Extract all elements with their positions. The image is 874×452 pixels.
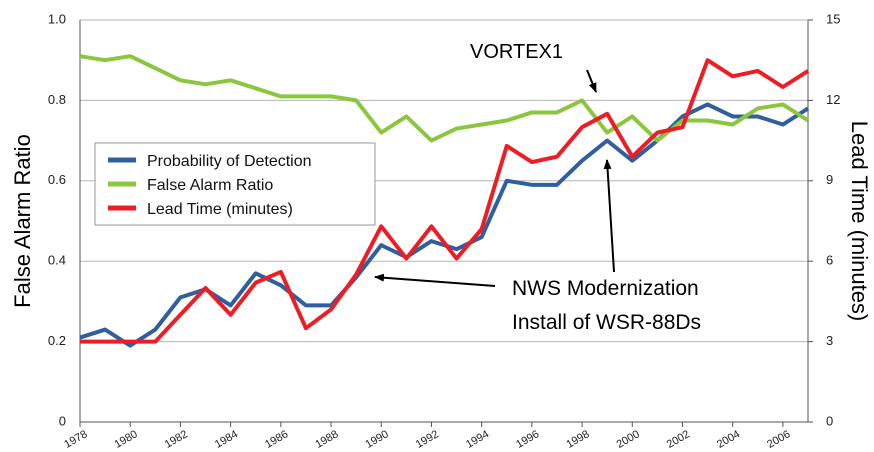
y-tick-label: 0.6 (48, 172, 66, 187)
y2-tick-label: 15 (826, 11, 840, 26)
annotation: Install of WSR-88Ds (512, 311, 701, 334)
x-tick-label: 1990 (364, 428, 391, 451)
y-tick-label: 1.0 (48, 11, 66, 26)
line-series (80, 58, 810, 344)
arrow (374, 273, 496, 287)
legend-label: False Alarm Ratio (147, 177, 273, 194)
x-tick-label: 1988 (313, 428, 340, 451)
y2-tick-label: 9 (826, 172, 833, 187)
arrow (586, 69, 597, 93)
legend: Probability of Detection False Alarm Rati… (94, 142, 376, 226)
x-tick-label: 1998 (564, 428, 591, 451)
x-tick-label: 1996 (514, 428, 541, 451)
y2-tick-label: 3 (826, 333, 833, 348)
x-tick-label: 1978 (62, 428, 89, 451)
y-tick-label: 0 (59, 413, 66, 428)
arrow (603, 159, 615, 273)
y-tick-label: 0.2 (48, 333, 66, 348)
y-tick-label: 0.4 (48, 253, 66, 268)
x-tick-label: 1986 (263, 428, 290, 451)
y2-tick-label: 0 (826, 413, 833, 428)
y-axis-label: False Alarm Ratio (10, 134, 35, 308)
y2-tick-label: 12 (826, 92, 840, 107)
x-tick-label: 2004 (715, 428, 742, 451)
y2-tick-label: 6 (826, 253, 833, 268)
line-series (79, 54, 810, 143)
x-tick-label: 1980 (113, 428, 140, 451)
x-tick-label: 1982 (163, 428, 190, 451)
y2-axis-label: Lead Time (minutes) (847, 121, 872, 322)
x-tick-label: 2002 (665, 428, 692, 451)
y-tick-label: 0.8 (48, 92, 66, 107)
x-tick-label: 2000 (615, 428, 642, 451)
legend-label: Lead Time (minutes) (147, 201, 293, 218)
annotation: VORTEX1 (470, 41, 563, 63)
x-tick-label: 2006 (765, 428, 792, 451)
x-tick-label: 1984 (213, 428, 240, 451)
x-tick-label: 1992 (414, 428, 441, 451)
legend-label: Probability of Detection (147, 153, 312, 170)
x-tick-label: 1994 (464, 428, 491, 451)
annotation: NWS Modernization (512, 277, 699, 300)
legend-box (94, 142, 376, 226)
